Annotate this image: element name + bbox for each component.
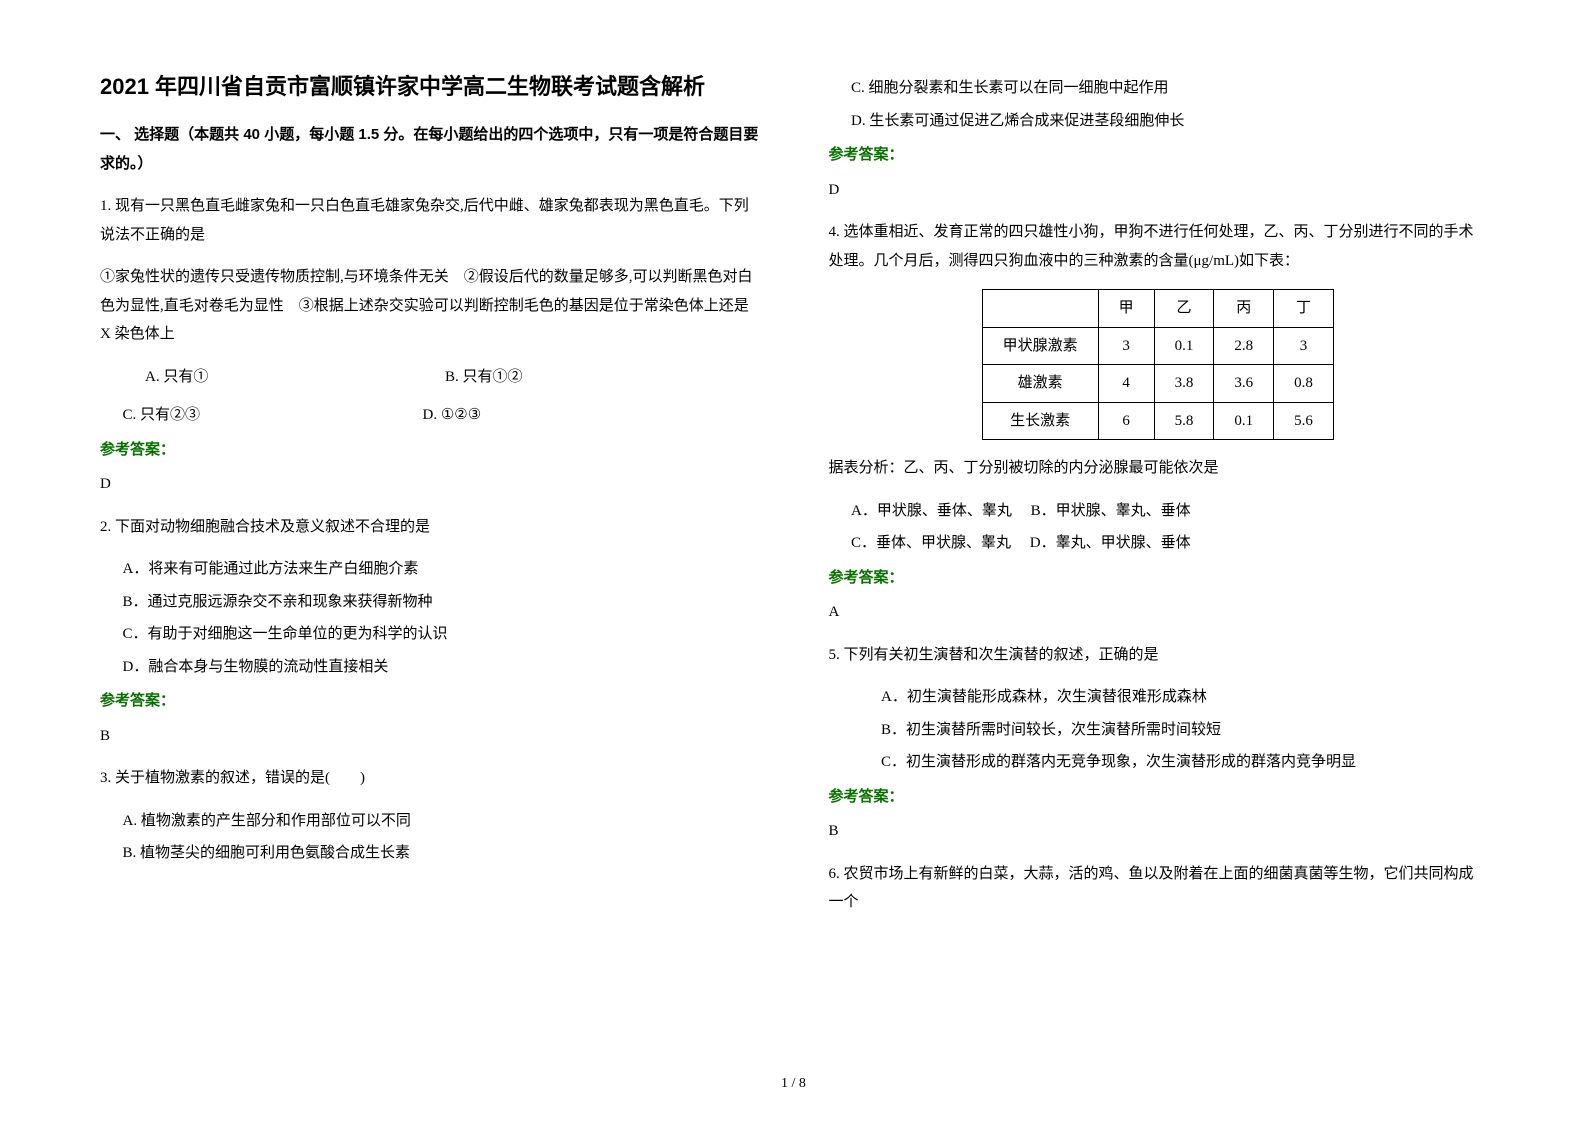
cell: 5.8: [1154, 402, 1214, 440]
table-row: 生长激素 6 5.8 0.1 5.6: [982, 402, 1333, 440]
th-blank: [982, 290, 1098, 328]
th-yi: 乙: [1154, 290, 1214, 328]
document-title: 2021 年四川省自贡市富顺镇许家中学高二生物联考试题含解析: [100, 70, 759, 103]
spacer: [100, 391, 759, 401]
q4-optA: A．甲状腺、垂体、睾丸: [851, 503, 1012, 519]
q2-optB: B．通过克服远源杂交不亲和现象来获得新物种: [100, 588, 759, 617]
cell: 甲状腺激素: [982, 327, 1098, 365]
q5-optC: C．初生演替形成的群落内无竞争现象，次生演替形成的群落内竞争明显: [829, 748, 1488, 777]
q4-stem1: 4. 选体重相近、发育正常的四只雄性小狗，甲狗不进行任何处理，乙、丙、丁分别进行…: [829, 218, 1488, 275]
q3-answer: D: [829, 176, 1488, 205]
cell: 雄激素: [982, 365, 1098, 403]
cell: 3: [1274, 327, 1334, 365]
left-column: 2021 年四川省自贡市富顺镇许家中学高二生物联考试题含解析 一、 选择题（本题…: [100, 70, 759, 931]
q2-optD: D．融合本身与生物膜的流动性直接相关: [100, 653, 759, 682]
q1-optD: D. ①②③: [423, 401, 482, 430]
q2-stem: 2. 下面对动物细胞融合技术及意义叙述不合理的是: [100, 513, 759, 542]
right-column: C. 细胞分裂素和生长素可以在同一细胞中起作用 D. 生长素可通过促进乙烯合成来…: [829, 70, 1488, 931]
q2-answer-heading: 参考答案：: [100, 687, 759, 716]
page-number: 1 / 8: [0, 1076, 1587, 1092]
q3-optD: D. 生长素可通过促进乙烯合成来促进茎段细胞伸长: [829, 107, 1488, 136]
q2-answer: B: [100, 722, 759, 751]
q1-optA: A. 只有①: [145, 363, 445, 392]
section-heading: 一、 选择题（本题共 40 小题，每小题 1.5 分。在每小题给出的四个选项中，…: [100, 121, 759, 178]
q2-optA: A．将来有可能通过此方法来生产白细胞介素: [100, 555, 759, 584]
q1-options-row1: A. 只有① B. 只有①②: [100, 363, 759, 392]
cell: 生长激素: [982, 402, 1098, 440]
q6: 6. 农贸市场上有新鲜的白菜，大蒜，活的鸡、鱼以及附着在上面的细菌真菌等生物，它…: [829, 860, 1488, 917]
q4-stem2: 据表分析：乙、丙、丁分别被切除的内分泌腺最可能依次是: [829, 454, 1488, 483]
th-bing: 丙: [1214, 290, 1274, 328]
q3-stem: 3. 关于植物激素的叙述，错误的是( ): [100, 764, 759, 793]
q4: 4. 选体重相近、发育正常的四只雄性小狗，甲狗不进行任何处理，乙、丙、丁分别进行…: [829, 218, 1488, 275]
cell: 2.8: [1214, 327, 1274, 365]
q2: 2. 下面对动物细胞融合技术及意义叙述不合理的是: [100, 513, 759, 542]
cell: 5.6: [1274, 402, 1334, 440]
q5-answer-heading: 参考答案：: [829, 783, 1488, 812]
table-row: 甲状腺激素 3 0.1 2.8 3: [982, 327, 1333, 365]
cell: 4: [1098, 365, 1154, 403]
th-jia: 甲: [1098, 290, 1154, 328]
q5-optB: B．初生演替所需时间较长，次生演替所需时间较短: [829, 716, 1488, 745]
q1-optC: C. 只有②③: [123, 401, 423, 430]
q1-statements: ①家兔性状的遗传只受遗传物质控制,与环境条件无关 ②假设后代的数量足够多,可以判…: [100, 263, 759, 349]
cell: 6: [1098, 402, 1154, 440]
q4-answer: A: [829, 598, 1488, 627]
q3-optC: C. 细胞分裂素和生长素可以在同一细胞中起作用: [829, 74, 1488, 103]
cell: 0.1: [1154, 327, 1214, 365]
q1-answer: D: [100, 470, 759, 499]
page-container: 2021 年四川省自贡市富顺镇许家中学高二生物联考试题含解析 一、 选择题（本题…: [0, 0, 1587, 971]
q6-stem: 6. 农贸市场上有新鲜的白菜，大蒜，活的鸡、鱼以及附着在上面的细菌真菌等生物，它…: [829, 860, 1488, 917]
q5-answer: B: [829, 817, 1488, 846]
q1-options-row2: C. 只有②③ D. ①②③: [100, 401, 759, 430]
q4-optC: C．垂体、甲状腺、睾丸: [851, 535, 1011, 551]
cell: 3: [1098, 327, 1154, 365]
q1-answer-heading: 参考答案：: [100, 436, 759, 465]
q3-answer-heading: 参考答案：: [829, 141, 1488, 170]
q5-stem: 5. 下列有关初生演替和次生演替的叙述，正确的是: [829, 641, 1488, 670]
q1: 1. 现有一只黑色直毛雌家兔和一只白色直毛雄家兔杂交,后代中雌、雄家兔都表现为黑…: [100, 192, 759, 249]
th-ding: 丁: [1274, 290, 1334, 328]
cell: 0.1: [1214, 402, 1274, 440]
table-header-row: 甲 乙 丙 丁: [982, 290, 1333, 328]
cell: 3.6: [1214, 365, 1274, 403]
q4-optAB: A．甲状腺、垂体、睾丸 B．甲状腺、睾丸、垂体: [829, 497, 1488, 526]
q3: 3. 关于植物激素的叙述，错误的是( ): [100, 764, 759, 793]
q1-stem: 1. 现有一只黑色直毛雌家兔和一只白色直毛雄家兔杂交,后代中雌、雄家兔都表现为黑…: [100, 192, 759, 249]
q1-body: ①家兔性状的遗传只受遗传物质控制,与环境条件无关 ②假设后代的数量足够多,可以判…: [100, 263, 759, 349]
table-row: 雄激素 4 3.8 3.6 0.8: [982, 365, 1333, 403]
q1-optB: B. 只有①②: [445, 363, 523, 392]
q3-optB: B. 植物茎尖的细胞可利用色氨酸合成生长素: [100, 839, 759, 868]
cell: 0.8: [1274, 365, 1334, 403]
q5-optA: A．初生演替能形成森林，次生演替很难形成森林: [829, 683, 1488, 712]
q4-optD: D．睾丸、甲状腺、垂体: [1030, 535, 1191, 551]
cell: 3.8: [1154, 365, 1214, 403]
q5: 5. 下列有关初生演替和次生演替的叙述，正确的是: [829, 641, 1488, 670]
q4-optCD: C．垂体、甲状腺、睾丸 D．睾丸、甲状腺、垂体: [829, 529, 1488, 558]
q3-optA: A. 植物激素的产生部分和作用部位可以不同: [100, 807, 759, 836]
q2-optC: C．有助于对细胞这一生命单位的更为科学的认识: [100, 620, 759, 649]
q4-optB: B．甲状腺、睾丸、垂体: [1031, 503, 1191, 519]
q4-table: 甲 乙 丙 丁 甲状腺激素 3 0.1 2.8 3 雄激素 4 3.8: [982, 289, 1334, 440]
q4-answer-heading: 参考答案：: [829, 564, 1488, 593]
